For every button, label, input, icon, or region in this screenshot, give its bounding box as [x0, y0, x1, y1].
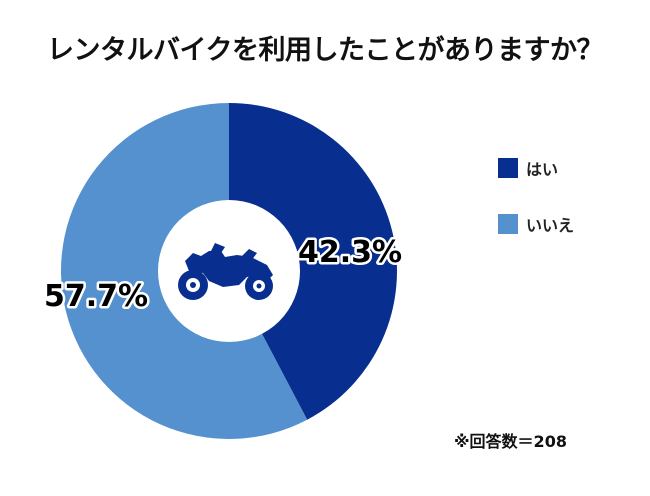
motorcycle-icon	[178, 243, 273, 300]
chart-title: レンタルバイクを利用したことがありますか？	[47, 35, 603, 66]
legend-swatch-yes	[498, 158, 518, 178]
legend-swatch-no	[498, 214, 518, 234]
pie-slice-yes	[229, 103, 398, 420]
legend-item-yes: はい	[498, 157, 574, 179]
data-label-yes: 42.3%	[298, 235, 402, 270]
legend-label-yes: はい	[526, 160, 559, 179]
data-label-no: 57.7%	[44, 279, 148, 314]
legend: はい いいえ	[498, 157, 574, 269]
respondent-count-note: ※回答数＝208	[454, 432, 567, 451]
legend-label-no: いいえ	[526, 216, 575, 235]
legend-item-no: いいえ	[498, 213, 574, 235]
